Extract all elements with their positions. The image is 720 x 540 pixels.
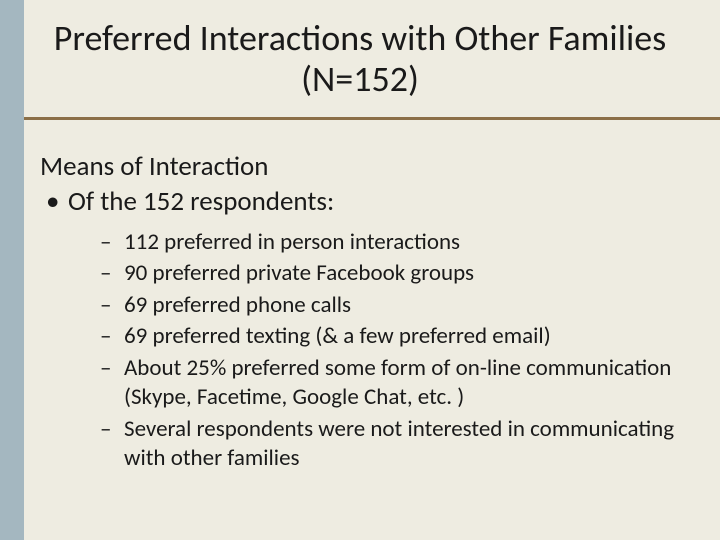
list-item: 69 preferred phone calls (100, 291, 680, 320)
list-item-label: 112 preferred in person interactions (124, 228, 460, 256)
title-block: Preferred Interactions with Other Famili… (40, 18, 680, 101)
list-item: 112 preferred in person interactions (100, 228, 680, 257)
bullet-list-level2: 112 preferred in person interactions 90 … (68, 228, 680, 474)
slide-title: Preferred Interactions with Other Famili… (40, 18, 680, 101)
list-item-label: Several respondents were not interested … (124, 415, 674, 472)
body-block: Means of Interaction Of the 152 responde… (40, 150, 680, 478)
left-sidebar-accent (0, 0, 24, 540)
list-item-label: 69 preferred phone calls (124, 291, 351, 319)
list-item-label: About 25% preferred some form of on-line… (124, 354, 671, 411)
list-item: About 25% preferred some form of on-line… (100, 354, 680, 413)
bullet-list-level1: Of the 152 respondents: 112 preferred in… (40, 185, 680, 474)
list-item: Several respondents were not interested … (100, 415, 680, 474)
slide: Preferred Interactions with Other Famili… (0, 0, 720, 540)
list-item: 69 preferred texting (& a few preferred … (100, 322, 680, 351)
list-item-label: Of the 152 respondents: (68, 185, 334, 218)
list-item-label: 69 preferred texting (& a few preferred … (124, 322, 551, 350)
list-item: Of the 152 respondents: 112 preferred in… (40, 185, 680, 474)
section-heading: Means of Interaction (40, 150, 680, 183)
title-underline-rule (24, 117, 720, 120)
list-item-label: 90 preferred private Facebook groups (124, 259, 474, 287)
list-item: 90 preferred private Facebook groups (100, 259, 680, 288)
